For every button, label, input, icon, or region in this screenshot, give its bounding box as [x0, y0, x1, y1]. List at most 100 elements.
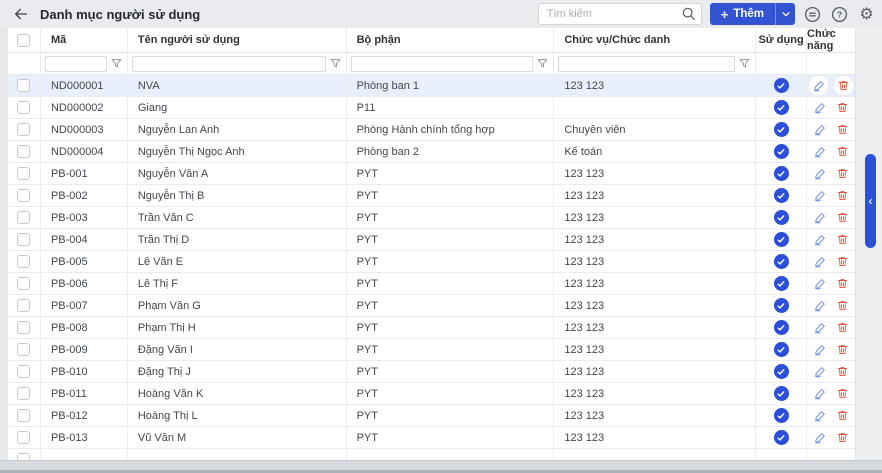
filter-funnel-button-dept[interactable] [535, 56, 550, 71]
table-row[interactable]: PB-001 Nguyễn Văn A PYT 123 123 [8, 163, 855, 185]
table-row[interactable]: ND000001 NVA Phòng ban 1 123 123 [8, 75, 855, 97]
row-checkbox[interactable] [17, 343, 31, 356]
delete-button[interactable] [834, 99, 851, 116]
row-checkbox[interactable] [17, 299, 31, 312]
edit-button[interactable] [811, 407, 828, 424]
delete-button[interactable] [834, 297, 851, 314]
delete-button[interactable] [834, 275, 851, 292]
delete-button[interactable] [834, 429, 851, 446]
row-checkbox[interactable] [17, 211, 31, 224]
active-check-badge[interactable] [773, 210, 789, 225]
edit-button[interactable] [811, 341, 828, 358]
filter-input-dept[interactable] [350, 55, 534, 72]
row-checkbox[interactable] [17, 365, 31, 378]
edit-button[interactable] [811, 275, 828, 292]
add-button[interactable]: + Thêm [709, 3, 775, 25]
row-checkbox[interactable] [17, 123, 31, 136]
table-row[interactable]: ND000004 Nguyễn Thị Ngọc Anh Phòng ban 2 Kế… [8, 141, 855, 163]
delete-button[interactable] [834, 143, 851, 160]
row-checkbox[interactable] [17, 167, 31, 180]
active-check-badge[interactable] [773, 298, 789, 313]
table-row[interactable]: PB-007 Phạm Văn G PYT 123 123 [8, 295, 855, 317]
edit-button[interactable] [811, 297, 828, 314]
row-checkbox[interactable] [17, 233, 31, 246]
delete-button[interactable] [834, 363, 851, 380]
active-check-badge[interactable] [773, 320, 789, 335]
bottom-scrollbar[interactable] [0, 460, 882, 473]
table-row[interactable] [8, 449, 855, 460]
table-row[interactable]: PB-002 Nguyễn Thị B PYT 123 123 [8, 185, 855, 207]
row-checkbox[interactable] [17, 189, 31, 202]
table-row[interactable]: ND000003 Nguyễn Lan Anh Phòng Hành chính t… [8, 119, 855, 141]
edit-button[interactable] [811, 363, 828, 380]
column-header-name[interactable]: Tên người sử dụng [128, 28, 347, 52]
active-check-badge[interactable] [773, 254, 789, 269]
active-check-badge[interactable] [773, 78, 789, 93]
delete-button[interactable] [834, 341, 851, 358]
edit-button[interactable] [809, 76, 829, 95]
row-checkbox[interactable] [17, 409, 31, 422]
table-row[interactable]: PB-013 Vũ Văn M PYT 123 123 [8, 427, 855, 449]
table-row[interactable]: PB-010 Đặng Thị J PYT 123 123 [8, 361, 855, 383]
row-checkbox[interactable] [17, 277, 31, 290]
table-row[interactable]: PB-011 Hoàng Văn K PYT 123 123 [8, 383, 855, 405]
filter-funnel-button-code[interactable] [109, 56, 124, 71]
settings-icon[interactable]: ⚙ [859, 5, 874, 23]
delete-button[interactable] [834, 253, 851, 270]
delete-button[interactable] [834, 121, 851, 138]
edit-button[interactable] [811, 253, 828, 270]
column-header-code[interactable]: Mã [41, 28, 128, 52]
table-row[interactable]: PB-012 Hoàng Thị L PYT 123 123 [8, 405, 855, 427]
select-all-checkbox[interactable] [17, 33, 31, 47]
delete-button[interactable] [834, 209, 851, 226]
delete-button[interactable] [834, 231, 851, 248]
active-check-badge[interactable] [773, 166, 789, 181]
table-row[interactable]: PB-009 Đặng Văn I PYT 123 123 [8, 339, 855, 361]
active-check-badge[interactable] [773, 188, 789, 203]
active-check-badge[interactable] [773, 364, 789, 379]
active-check-badge[interactable] [773, 386, 789, 401]
delete-button[interactable] [834, 319, 851, 336]
active-check-badge[interactable] [773, 122, 789, 137]
filter-input-title[interactable] [558, 55, 736, 72]
delete-button[interactable] [834, 165, 851, 182]
add-dropdown-button[interactable] [775, 3, 795, 25]
table-row[interactable]: ND000002 Giang P11 [8, 97, 855, 119]
active-check-badge[interactable] [773, 100, 789, 115]
column-header-actions[interactable]: Chức năng [807, 28, 836, 52]
edit-button[interactable] [811, 165, 828, 182]
active-check-badge[interactable] [773, 408, 789, 423]
feedback-icon[interactable] [803, 5, 822, 24]
row-checkbox[interactable] [17, 79, 31, 92]
row-checkbox[interactable] [17, 255, 31, 268]
delete-button[interactable] [834, 187, 851, 204]
delete-button[interactable] [834, 76, 854, 95]
edit-button[interactable] [811, 385, 828, 402]
active-check-badge[interactable] [773, 144, 789, 159]
table-row[interactable]: PB-006 Lê Thị F PYT 123 123 [8, 273, 855, 295]
column-header-dept[interactable]: Bộ phận [347, 28, 555, 52]
table-row[interactable]: PB-005 Lê Văn E PYT 123 123 [8, 251, 855, 273]
filter-input-code[interactable] [44, 55, 107, 72]
table-row[interactable]: PB-004 Trần Thị D PYT 123 123 [8, 229, 855, 251]
active-check-badge[interactable] [773, 430, 789, 445]
table-row[interactable]: PB-003 Trần Văn C PYT 123 123 [8, 207, 855, 229]
search-input[interactable] [537, 3, 702, 25]
edit-button[interactable] [811, 429, 828, 446]
edit-button[interactable] [811, 187, 828, 204]
edit-button[interactable] [811, 143, 828, 160]
edit-button[interactable] [811, 99, 828, 116]
row-checkbox[interactable] [17, 101, 31, 114]
filter-input-name[interactable] [131, 55, 326, 72]
active-check-badge[interactable] [773, 232, 789, 247]
row-checkbox[interactable] [17, 145, 31, 158]
filter-funnel-button-title[interactable] [737, 56, 752, 71]
delete-button[interactable] [834, 407, 851, 424]
row-checkbox[interactable] [17, 453, 31, 460]
help-icon[interactable]: ? [830, 5, 849, 24]
collapse-panel-tab[interactable] [865, 154, 876, 248]
active-check-badge[interactable] [773, 342, 789, 357]
active-check-badge[interactable] [773, 276, 789, 291]
filter-funnel-button-name[interactable] [328, 56, 343, 71]
search-icon[interactable] [681, 6, 697, 22]
